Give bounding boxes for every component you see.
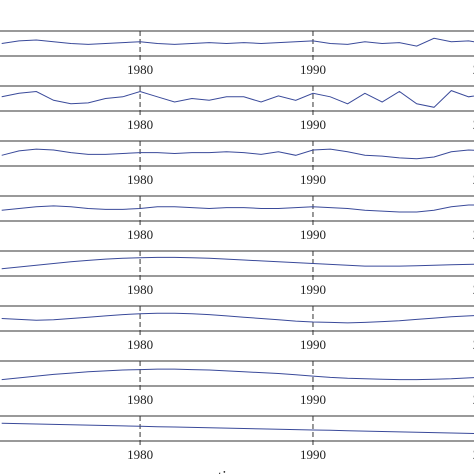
x-tick-label: 1990 (300, 392, 326, 407)
x-tick-label: 1990 (300, 172, 326, 187)
series-line (1, 90, 474, 108)
x-tick-label: 2000 (473, 172, 474, 187)
series-line (1, 256, 474, 270)
x-axis-label: time (218, 469, 246, 474)
series-line (1, 148, 474, 160)
x-tick-label: 1990 (300, 62, 326, 77)
x-tick-label: 1990 (300, 117, 326, 132)
series-line (1, 37, 474, 47)
x-tick-label: 1980 (127, 447, 153, 462)
series-line (1, 204, 474, 213)
x-tick-label: 1980 (127, 282, 153, 297)
series-line (1, 368, 474, 381)
x-tick-label: 2000 (473, 117, 474, 132)
x-tick-label: 1990 (300, 337, 326, 352)
series-line (1, 312, 474, 324)
x-tick-label: 1990 (300, 227, 326, 242)
x-tick-label: 1980 (127, 227, 153, 242)
x-tick-label: 1980 (127, 337, 153, 352)
x-tick-label: 2000 (473, 447, 474, 462)
x-tick-label: 2000 (473, 282, 474, 297)
x-tick-label: 1990 (300, 447, 326, 462)
x-tick-label: 1980 (127, 172, 153, 187)
x-tick-label: 1990 (300, 282, 326, 297)
x-tick-label: 1980 (127, 62, 153, 77)
x-tick-label: 2000 (473, 227, 474, 242)
x-tick-label: 2000 (473, 62, 474, 77)
x-tick-label: 1980 (127, 392, 153, 407)
x-tick-label: 1980 (127, 117, 153, 132)
x-tick-label: 2000 (473, 337, 474, 352)
x-tick-label: 2000 (473, 392, 474, 407)
series-line (1, 422, 474, 435)
